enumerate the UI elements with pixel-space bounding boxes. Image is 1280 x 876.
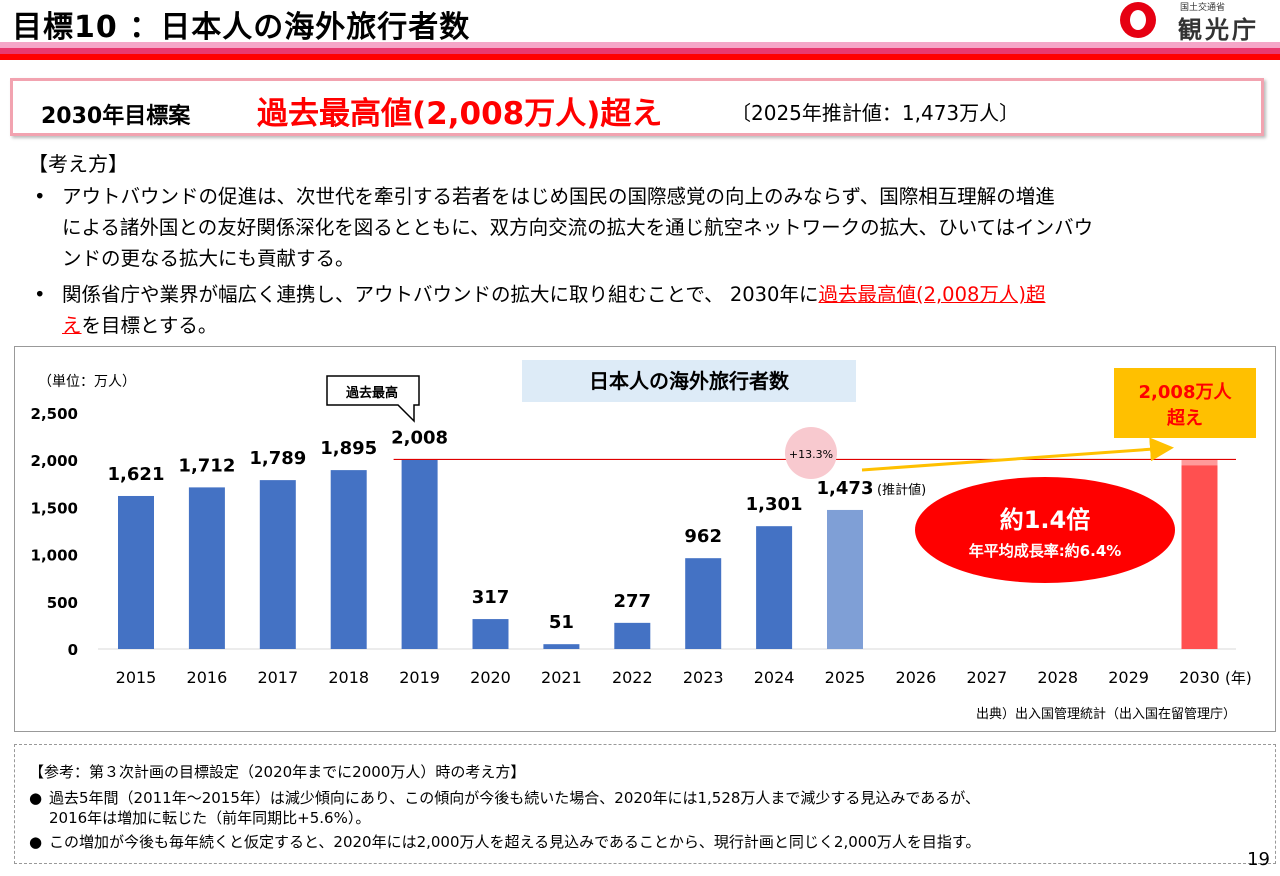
- reference-bullet-2: ● この増加が今後も毎年続くと仮定すると、2020年には2,000万人を超える見込…: [29, 831, 980, 852]
- bar-2021: [543, 644, 580, 649]
- estimate-note: (推計値): [877, 482, 926, 498]
- target-headline: 過去最高値(2,008万人)超え: [257, 96, 663, 132]
- header-band-magenta: [0, 48, 1280, 54]
- y-tick-label: 500: [47, 594, 78, 612]
- bar-2022: [614, 622, 651, 649]
- data-label: 962: [684, 526, 722, 547]
- bullet-mark: •: [34, 283, 46, 306]
- chart-unit-label: （単位：万人）: [38, 374, 136, 390]
- bullet-mark: •: [34, 185, 46, 208]
- page-title: 目標10 ：日本人の海外旅行者数: [12, 10, 471, 45]
- target-callout-line1: 2,008万人: [1139, 382, 1233, 403]
- x-tick-label: 2018: [328, 668, 369, 687]
- data-label: 51: [549, 612, 574, 633]
- logo-ministry: 国土交通省: [1180, 3, 1226, 13]
- y-tick-label: 1,000: [31, 547, 78, 565]
- growth-bubble-text: +13.3%: [789, 448, 833, 461]
- target-plan-label: 2030年目標案: [41, 104, 191, 129]
- bullet-2-line-2: えを目標とする。: [62, 310, 217, 341]
- reference-bullet-mark: ●: [29, 833, 43, 851]
- x-tick-label: 2026: [896, 668, 937, 687]
- x-tick-label: 2017: [257, 668, 298, 687]
- x-tick-label: 2021: [541, 668, 582, 687]
- y-tick-label: 2,500: [31, 405, 78, 423]
- x-tick-label: 2029: [1108, 668, 1149, 687]
- x-tick-label: 2030: [1179, 668, 1220, 687]
- y-tick-label: 0: [68, 641, 78, 659]
- data-label: 277: [614, 591, 652, 612]
- bullet-1-line-2: による諸外国との友好関係深化を図るとともに、双方向交流の拡大を通じ航空ネットワー…: [62, 216, 1094, 239]
- data-label: 1,895: [320, 438, 377, 459]
- chart-title-bg: [522, 360, 856, 402]
- chart-title: 日本人の海外旅行者数: [589, 369, 790, 393]
- x-axis-suffix: (年): [1225, 669, 1252, 687]
- x-tick-label: 2027: [966, 668, 1007, 687]
- bullet-2-line-1: 関係省庁や業界が幅広く連携し、アウトバウンドの拡大に取り組むことで、 2030年…: [62, 279, 1046, 310]
- growth-arrow: [861, 437, 1174, 472]
- data-label: 317: [472, 587, 510, 608]
- bullet-2-text-end: を目標とする。: [81, 314, 218, 337]
- bar-2030-cap: [1181, 459, 1218, 466]
- reference-title: 【参考：第３次計画の目標設定（2020年までに2000万人）時の考え方】: [29, 763, 526, 781]
- reference-box: 【参考：第３次計画の目標設定（2020年までに2000万人）時の考え方】 ● 過去…: [14, 744, 1276, 864]
- y-tick-label: 2,000: [31, 452, 78, 470]
- header-band-pink: [0, 42, 1280, 48]
- page-number: 19: [1247, 849, 1270, 870]
- data-label: 1,473: [817, 478, 874, 499]
- bullet-2-highlight-end: え: [62, 314, 82, 337]
- header-band-red: [0, 54, 1280, 60]
- bar-2025: [827, 509, 863, 649]
- x-tick-label: 2024: [754, 668, 795, 687]
- growth-bubble: [785, 427, 837, 479]
- reference-bullet-1: ● 過去5年間（2011年～2015年）は減少傾向にあり、この傾向が今後も続いた場…: [29, 787, 980, 808]
- approach-heading: 【考え方】: [28, 152, 128, 176]
- growth-ellipse: [915, 477, 1175, 583]
- target-box: 2030年目標案 過去最高値(2,008万人)超え 〔2025年推計値：1,47…: [10, 78, 1264, 136]
- reference-bullet-2-text: この増加が今後も毎年続くと仮定すると、2020年には2,000万人を超える見込み…: [49, 833, 981, 851]
- target-callout-line2: 超え: [1167, 407, 1203, 429]
- x-tick-label: 2020: [470, 668, 511, 687]
- bar-2017: [259, 480, 296, 649]
- chart-source: 出典）出入国管理統計（出入国在留管理庁）: [976, 706, 1236, 722]
- bar-2030: [1181, 459, 1218, 649]
- data-label: 1,712: [178, 455, 235, 476]
- ellipse-multiplier: 約1.4倍: [1000, 506, 1091, 534]
- peak-callout-text: 過去最高: [345, 385, 398, 401]
- logo-agency-name: 観光庁: [1178, 16, 1259, 44]
- target-callout-box: [1114, 368, 1256, 438]
- data-label: 1,621: [108, 464, 165, 485]
- agency-logo: 国土交通省 観光庁: [1120, 0, 1272, 44]
- bar-2018: [330, 470, 367, 649]
- y-tick-label: 1,500: [31, 499, 78, 517]
- reference-bullet-mark: ●: [29, 789, 43, 807]
- bullet-2-text: 関係省庁や業界が幅広く連携し、アウトバウンドの拡大に取り組むことで、 2030年…: [62, 283, 819, 306]
- bar-2023: [685, 558, 722, 649]
- chart-frame: [14, 346, 1276, 732]
- bar-2019: [401, 459, 438, 649]
- bullet-2-highlight: 過去最高値(2,008万人)超: [818, 283, 1046, 306]
- bar-2016: [188, 487, 225, 649]
- x-tick-label: 2025: [825, 668, 866, 687]
- data-label: 1,301: [746, 494, 803, 515]
- x-tick-label: 2028: [1037, 668, 1078, 687]
- bar-2015: [118, 495, 154, 649]
- logo-mark-icon: [1120, 2, 1156, 38]
- ellipse-growth-rate: 年平均成長率:約6.4%: [969, 542, 1122, 560]
- target-estimate: 〔2025年推計値：1,473万人〕: [731, 101, 1020, 125]
- x-tick-label: 2022: [612, 668, 653, 687]
- peak-callout-box: [326, 375, 420, 423]
- bar-2020: [472, 619, 509, 649]
- x-tick-label: 2019: [399, 668, 440, 687]
- data-label: 1,789: [249, 448, 306, 469]
- bullet-1-line-1: アウトバウンドの促進は、次世代を牽引する若者をはじめ国民の国際感覚の向上のみなら…: [62, 185, 1055, 208]
- x-tick-label: 2016: [187, 668, 228, 687]
- reference-bullet-1-cont: 2016年は増加に転じた（前年同期比+5.6%）。: [49, 809, 371, 827]
- data-label: 2,008: [391, 427, 448, 448]
- bar-2024: [756, 526, 793, 649]
- x-tick-label: 2015: [116, 668, 157, 687]
- bullet-1-line-3: ンドの更なる拡大にも貢献する。: [62, 247, 355, 270]
- reference-bullet-1-text: 過去5年間（2011年～2015年）は減少傾向にあり、この傾向が今後も続いた場合…: [49, 789, 980, 807]
- x-tick-label: 2023: [683, 668, 724, 687]
